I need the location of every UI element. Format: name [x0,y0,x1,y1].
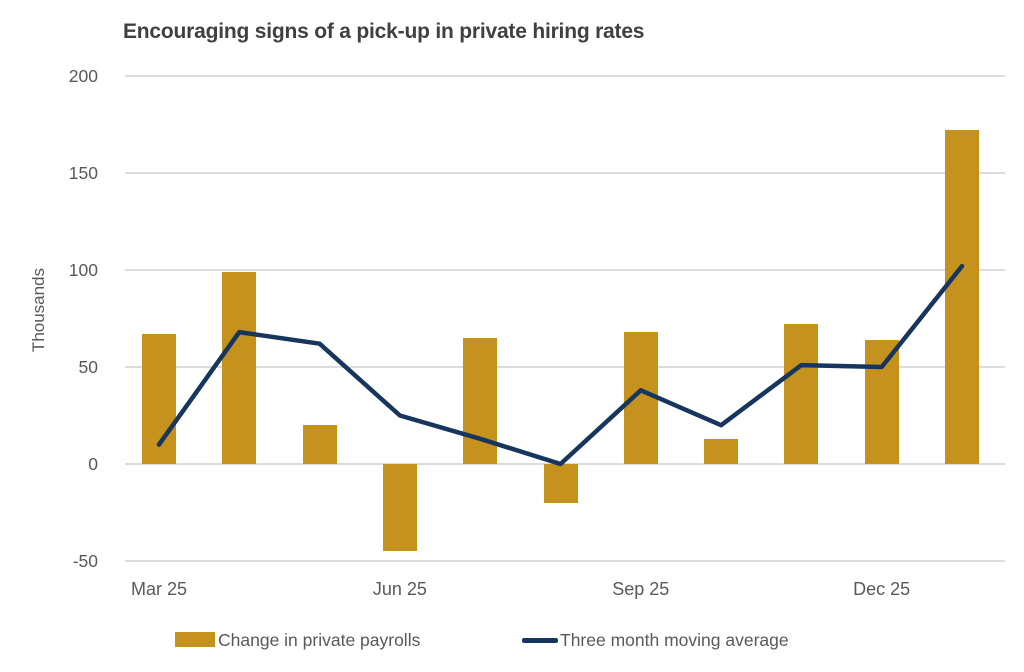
x-axis-tick-label: Dec 25 [853,579,911,599]
y-axis-tick-label: -50 [72,551,98,571]
y-axis-tick-label: 0 [88,454,98,474]
x-axis-tick-label: Mar 25 [130,579,188,599]
payrolls-bar [543,464,578,503]
gridline [125,75,1005,77]
payrolls-bar [463,337,498,464]
payrolls-bar [222,271,257,464]
y-axis-tick-label: 100 [68,260,98,280]
legend: Change in private payrolls Three month m… [0,626,1024,660]
gridline [125,560,1005,562]
y-axis-tick-label: 200 [68,66,98,86]
payrolls-bar [302,425,337,464]
payrolls-bar [623,332,658,464]
payrolls-bar [945,130,979,464]
payrolls-bar [142,334,176,464]
x-axis-tick-label: Jun 25 [372,579,427,599]
legend-bar-swatch [175,632,215,647]
gridline [125,269,1005,271]
y-axis-tick-label: 50 [78,357,98,377]
x-axis-tick-label: Sep 25 [612,579,670,599]
payrolls-bar [382,464,417,552]
legend-bar-label: Change in private payrolls [218,630,421,650]
gridline [125,172,1005,174]
legend-line-swatch [522,638,558,643]
payrolls-bar [704,438,739,464]
y-axis-tick-label: 150 [68,163,98,183]
legend-line-label: Three month moving average [560,630,789,650]
payrolls-bar [784,324,819,464]
payrolls-bar [864,339,899,464]
chart-title: Encouraging signs of a pick-up in privat… [123,20,645,43]
